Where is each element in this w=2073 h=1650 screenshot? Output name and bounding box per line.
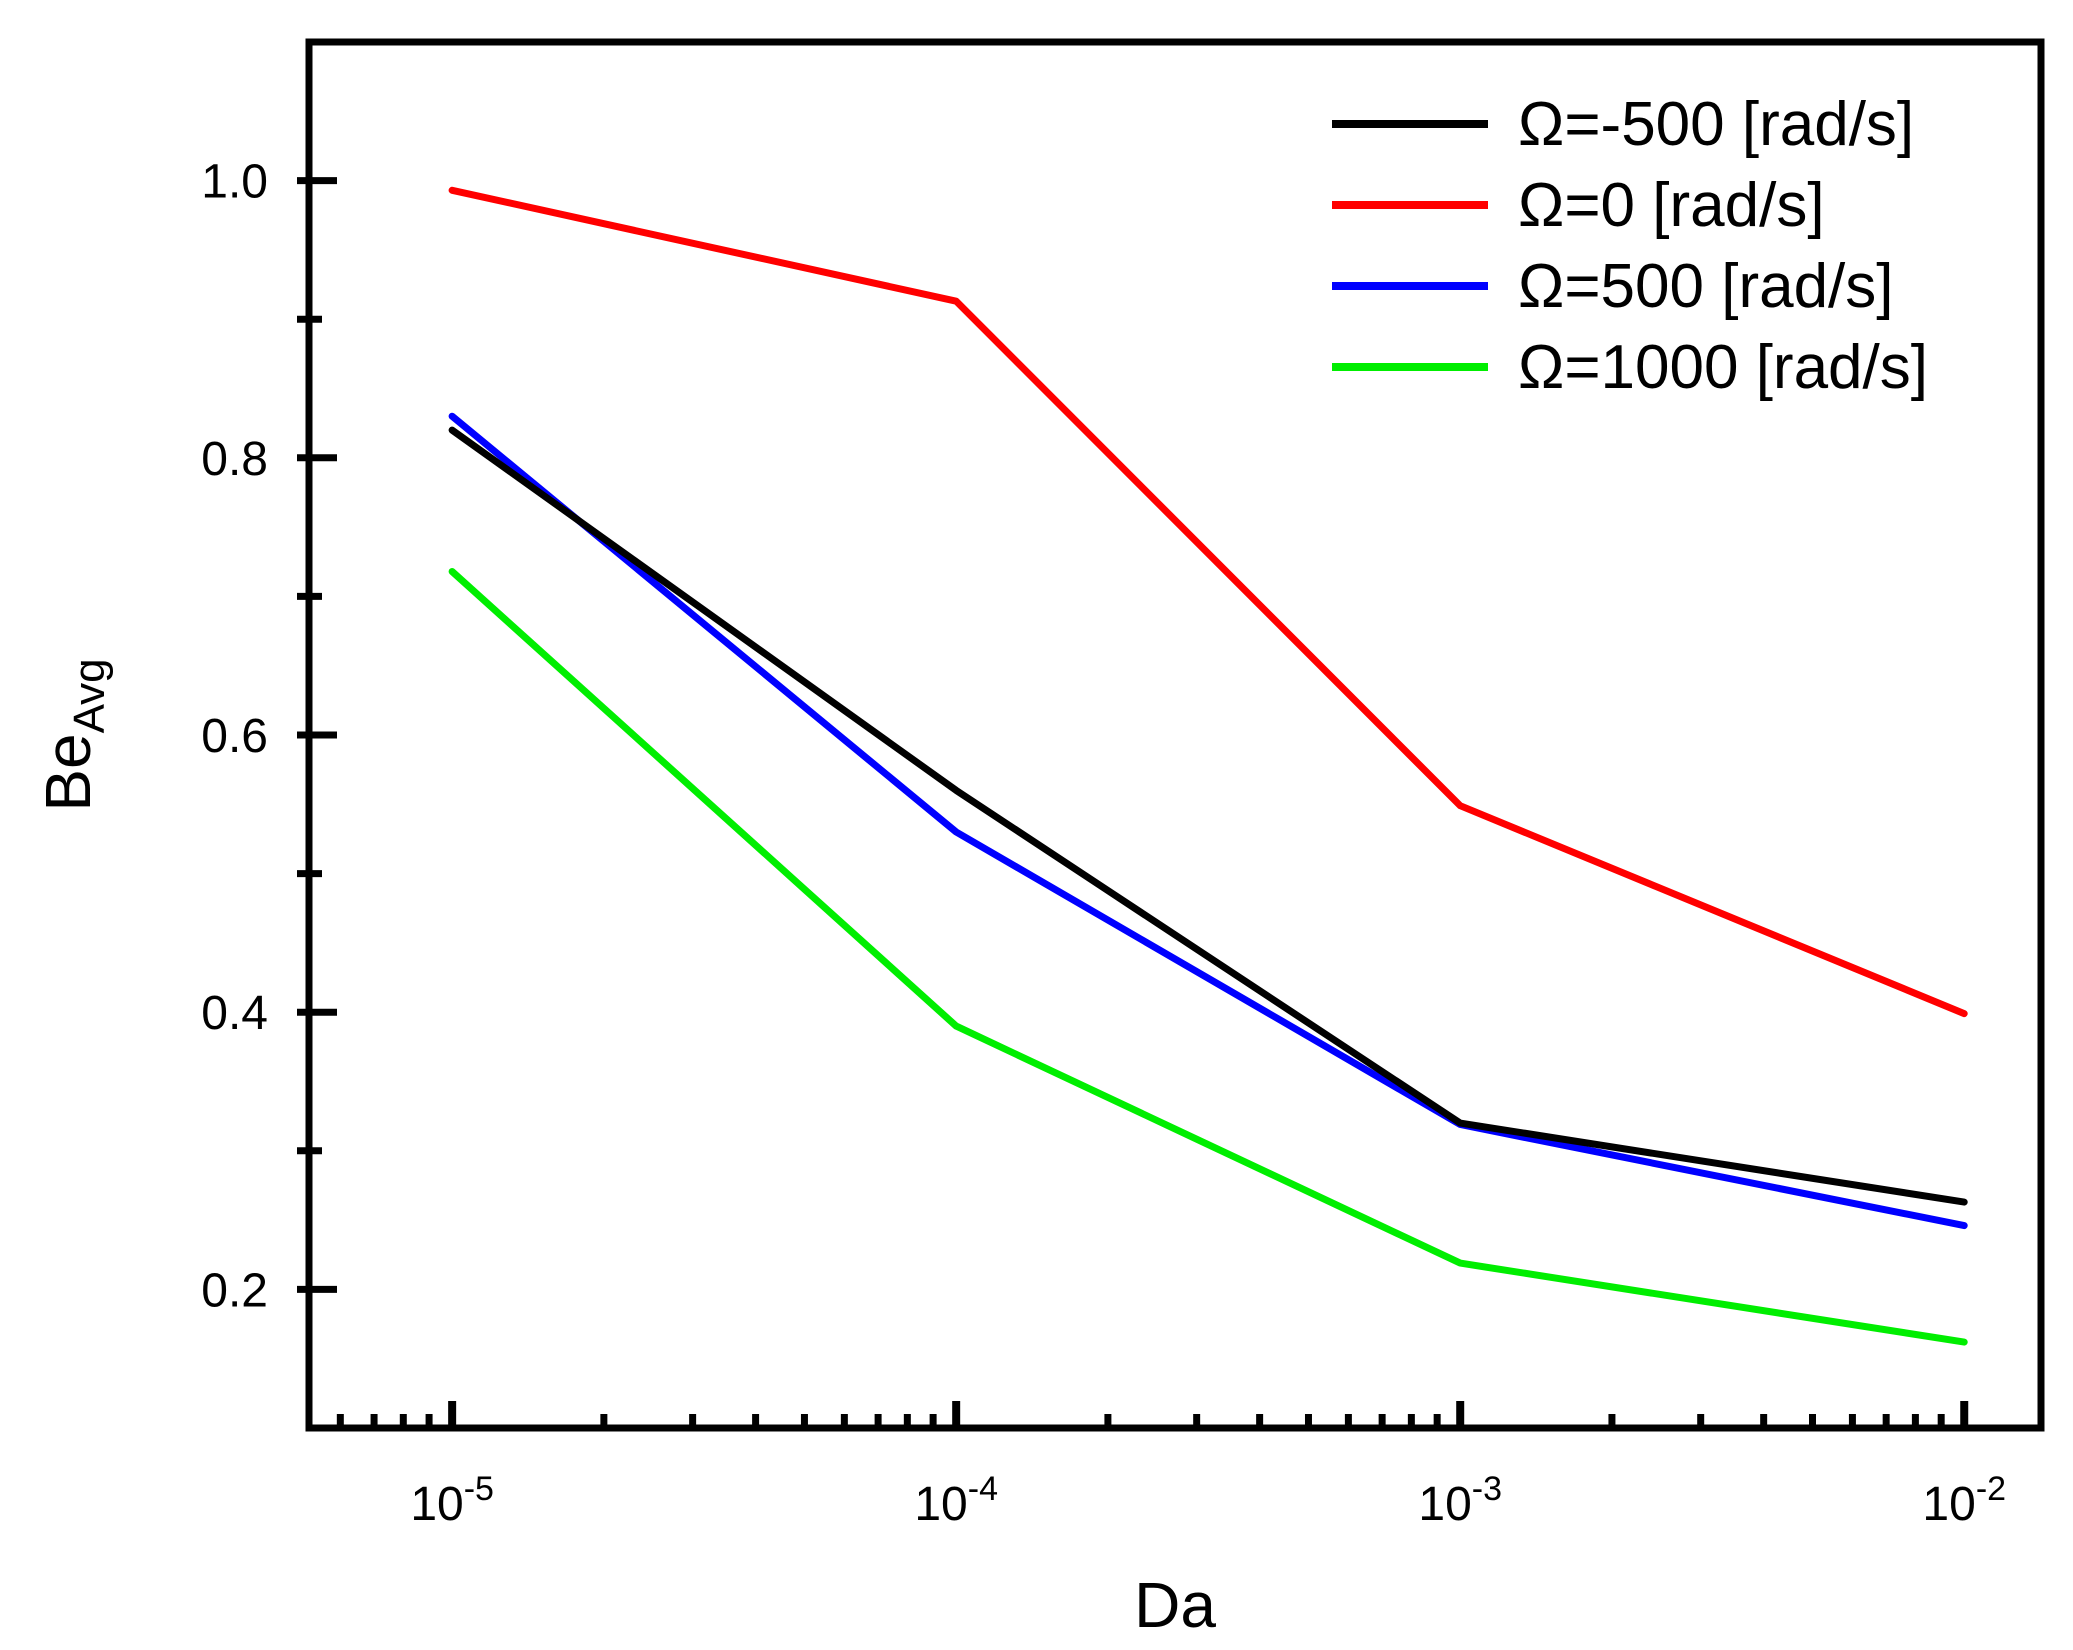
legend-label: Ω=1000 [rad/s] [1518,333,1928,402]
legend: Ω=-500 [rad/s] Ω=0 [rad/s] Ω=500 [rad/s] Ω=… [1332,90,1928,402]
x-tick-label-exponent: -2 [1976,1470,2006,1508]
legend-label: Ω=0 [rad/s] [1518,171,1825,240]
series-line [448,426,1968,1206]
y-tick-label: 0.2 [201,1264,268,1317]
y-tick-label: 1.0 [201,156,268,209]
y-axis-title-main: Be [32,733,104,811]
x-tick-label: 10-3 [1418,1470,1502,1531]
y-tick-label: 0.4 [201,987,268,1040]
x-tick-label-base: 10 [1922,1478,1975,1531]
x-axis-title: Da [1134,1569,1216,1641]
legend-label: Ω=500 [rad/s] [1518,252,1894,321]
y-tick-label: 0.8 [201,433,268,486]
x-tick-label: 10-2 [1922,1470,2006,1531]
x-tick-label-exponent: -5 [464,1470,494,1508]
y-axis-title: BeAvg [32,658,114,811]
x-tick-label-exponent: -3 [1472,1470,1502,1508]
x-tick-label: 10-5 [410,1470,494,1531]
series-line [448,412,1968,1230]
x-axis-ticks: 10-5 10-4 10-3 10-2 [336,1401,2006,1531]
y-axis-ticks: 0.2 0.4 0.6 0.8 1.0 [201,156,337,1317]
x-tick-label-exponent: -4 [968,1470,998,1508]
plot-frame [305,38,2045,1432]
x-tick-label-base: 10 [1418,1478,1471,1531]
x-tick-label-base: 10 [410,1478,463,1531]
x-tick-label: 10-4 [914,1470,998,1531]
legend-label: Ω=-500 [rad/s] [1518,90,1914,159]
x-tick-label-base: 10 [914,1478,967,1531]
y-tick-label: 0.6 [201,710,268,763]
y-axis-title-subscript: Avg [65,658,114,733]
series-line [448,186,1968,1018]
series-line [448,568,1968,1346]
series-layer [448,186,1968,1346]
